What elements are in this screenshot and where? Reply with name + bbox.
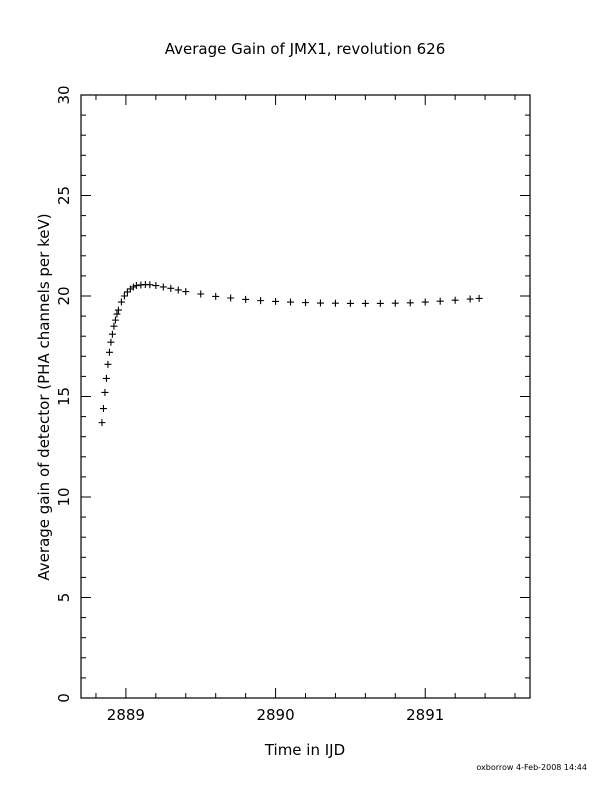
data-point	[102, 374, 110, 382]
data-point	[272, 297, 280, 305]
y-tick-label: 0	[55, 693, 73, 703]
data-point	[242, 295, 250, 303]
data-point	[152, 282, 160, 290]
x-axis-label: Time in IJD	[264, 741, 345, 759]
data-point	[316, 299, 324, 307]
data-point	[174, 286, 182, 294]
data-point	[107, 338, 115, 346]
data-point	[302, 299, 309, 307]
data-point	[257, 297, 265, 305]
data-point	[436, 297, 444, 305]
x-tick-label: 2890	[256, 706, 294, 724]
data-point	[475, 294, 483, 302]
footer-credit: oxborrow 4-Feb-2008 14:44	[476, 763, 587, 772]
y-axis-label: Average gain of detector (PHA channels p…	[35, 213, 53, 580]
y-tick-label: 20	[55, 286, 73, 305]
data-point	[466, 295, 474, 303]
data-point	[117, 298, 125, 306]
data-point	[159, 283, 167, 291]
data-point	[99, 405, 107, 413]
data-point	[331, 299, 339, 307]
data-point	[287, 298, 295, 306]
data-point	[98, 419, 106, 427]
data-point	[361, 299, 369, 307]
axis-ticks	[81, 94, 530, 699]
data-point	[108, 330, 116, 338]
data-point	[101, 388, 109, 396]
data-point	[123, 288, 131, 296]
data-point	[146, 281, 154, 289]
y-tick-label: 5	[55, 593, 73, 603]
data-point	[391, 299, 399, 307]
data-point	[167, 284, 175, 292]
y-tick-label: 30	[55, 85, 73, 104]
y-tick-label: 15	[55, 387, 73, 406]
data-point	[105, 348, 113, 356]
data-point	[182, 288, 190, 296]
data-point	[421, 298, 429, 306]
data-point	[104, 360, 112, 368]
data-point	[132, 282, 140, 290]
y-tick-label: 25	[55, 186, 73, 205]
data-series	[98, 281, 483, 427]
x-tick-label: 2889	[107, 706, 145, 724]
data-point	[114, 306, 122, 314]
data-point	[451, 296, 459, 304]
data-point	[406, 299, 414, 307]
plot-frame	[80, 94, 531, 699]
data-point	[197, 290, 205, 298]
data-point	[212, 292, 220, 300]
tick-labels: 0 5 10 15 20 25 30 2889 2890 2891	[55, 85, 444, 724]
data-point	[111, 316, 119, 324]
data-point	[346, 299, 354, 307]
data-point	[376, 299, 384, 307]
chart-title: Average Gain of JMX1, revolution 626	[165, 40, 446, 58]
x-tick-label: 2891	[406, 706, 444, 724]
data-point	[110, 322, 118, 330]
data-point	[113, 310, 121, 318]
y-tick-label: 10	[55, 487, 73, 506]
data-point	[120, 292, 128, 300]
data-point	[227, 294, 235, 302]
data-point	[129, 283, 137, 291]
